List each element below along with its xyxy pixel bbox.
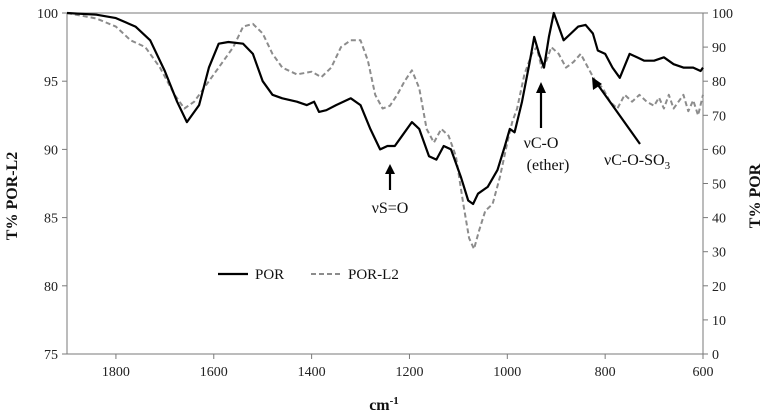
x-tick-label: 800 (595, 365, 616, 380)
x-axis-title: cm-1 (369, 395, 399, 414)
annotation-c-o-so3: νC-O-SO3 (604, 152, 671, 172)
y-right-tick-label: 10 (712, 314, 726, 329)
series-line-por-l2 (66, 12, 704, 250)
y-right-tick-label: 70 (712, 109, 726, 124)
y-left-tick-label: 95 (44, 75, 58, 90)
y-right-tick-label: 60 (712, 143, 726, 158)
y-left-tick-label: 75 (44, 348, 58, 363)
y-axis-left-title: T% POR-L2 (4, 152, 21, 240)
arrow-c-o-so3-head (592, 77, 602, 90)
y-axis-right-title: T% POR (747, 163, 764, 228)
x-tick-label: 1800 (102, 365, 130, 380)
x-tick-label: 1000 (493, 365, 521, 380)
x-tick-label: 600 (693, 365, 714, 380)
x-tick-label: 1200 (395, 365, 423, 380)
arrow-c-o-so3 (597, 84, 641, 145)
annotation-c-o: νC-O (524, 135, 559, 152)
y-right-tick-label: 100 (712, 7, 733, 22)
y-right-tick-label: 80 (712, 75, 726, 90)
y-left-tick-label: 80 (44, 280, 58, 295)
annotations: νS=O νC-O (ether) νC-O-SO3 (372, 77, 671, 217)
y-right-tick-label: 20 (712, 280, 726, 295)
series-layer (66, 11, 704, 250)
y-left-tick-label: 100 (37, 7, 58, 22)
annotation-ether: (ether) (527, 157, 570, 174)
legend-label-por-l2: POR-L2 (348, 267, 399, 283)
y-right-tick-label: 40 (712, 212, 726, 227)
legend: POR POR-L2 (218, 267, 399, 283)
series-line-por (66, 11, 704, 206)
axes: 1800 1600 1400 1200 1000 800 60075808590951000… (37, 7, 733, 380)
y-left-tick-label: 90 (44, 143, 58, 158)
y-right-tick-label: 90 (712, 41, 726, 56)
arrow-c-o-head (536, 82, 546, 93)
y-right-tick-label: 0 (712, 348, 719, 363)
annotation-s-o: νS=O (372, 200, 409, 217)
x-tick-label: 1400 (298, 365, 326, 380)
x-tick-label: 1600 (200, 365, 228, 380)
y-right-tick-label: 30 (712, 246, 726, 261)
y-left-tick-label: 85 (44, 212, 58, 227)
arrow-s-o-head (385, 164, 395, 174)
y-right-tick-label: 50 (712, 178, 726, 193)
legend-label-por: POR (255, 267, 284, 283)
